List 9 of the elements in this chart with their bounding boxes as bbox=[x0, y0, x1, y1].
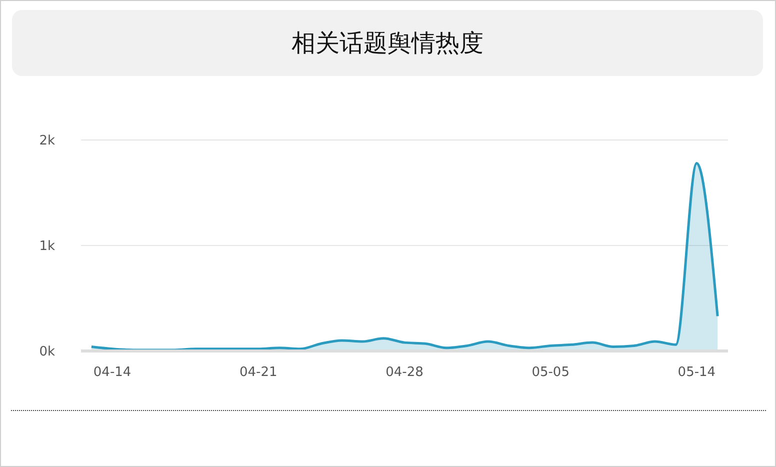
x-tick-label: 05-14 bbox=[678, 365, 716, 380]
y-tick-label: 2k bbox=[39, 134, 56, 149]
chart-title: 相关话题舆情热度 bbox=[12, 10, 763, 76]
x-tick-label: 04-28 bbox=[386, 365, 424, 380]
x-tick-label: 04-14 bbox=[93, 365, 132, 380]
x-tick-label: 05-05 bbox=[532, 365, 570, 380]
y-tick-label: 0k bbox=[39, 344, 56, 360]
x-tick-label: 04-21 bbox=[240, 365, 278, 380]
y-tick-label: 1k bbox=[39, 239, 56, 254]
